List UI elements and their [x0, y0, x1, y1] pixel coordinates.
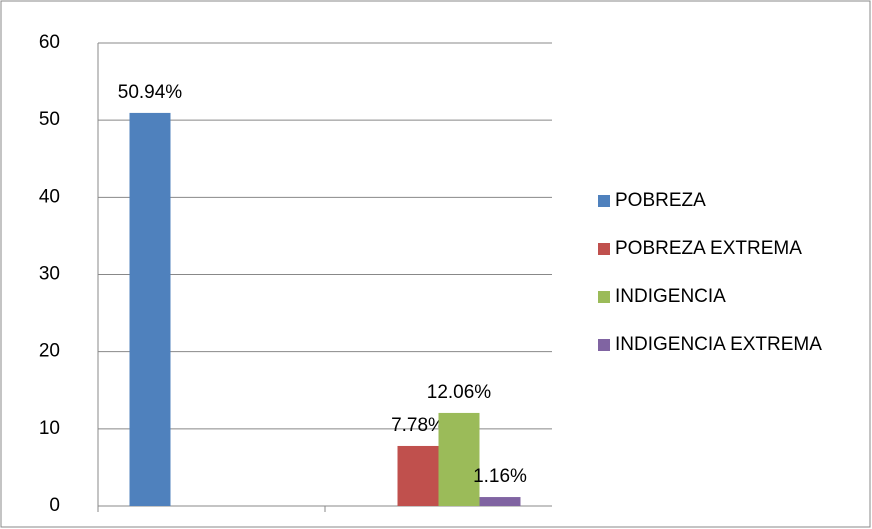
legend-label: POBREZA EXTREMA	[615, 238, 802, 259]
bar	[397, 445, 439, 506]
legend-swatch	[598, 291, 610, 303]
legend-swatch	[598, 243, 610, 255]
legend-swatch	[598, 195, 610, 207]
value-label: 7.78%	[391, 415, 445, 436]
legend-label: INDIGENCIA EXTREMA	[615, 334, 822, 355]
legend-swatch	[598, 339, 610, 351]
legend-label: INDIGENCIA	[615, 286, 726, 307]
value-label: 50.94%	[118, 82, 183, 103]
bar	[438, 412, 480, 506]
y-tick-label: 40	[39, 186, 60, 207]
y-tick-label: 20	[39, 341, 60, 362]
y-tick-label: 30	[39, 264, 60, 285]
y-tick-label: 50	[39, 109, 60, 130]
y-tick-label: 60	[39, 32, 60, 53]
value-label: 12.06%	[427, 382, 492, 403]
bar	[479, 497, 521, 506]
y-tick-label: 10	[39, 418, 60, 439]
bar	[129, 112, 171, 507]
legend-label: POBREZA	[615, 190, 706, 211]
value-label: 1.16%	[473, 466, 527, 487]
y-tick-label: 0	[49, 495, 60, 516]
